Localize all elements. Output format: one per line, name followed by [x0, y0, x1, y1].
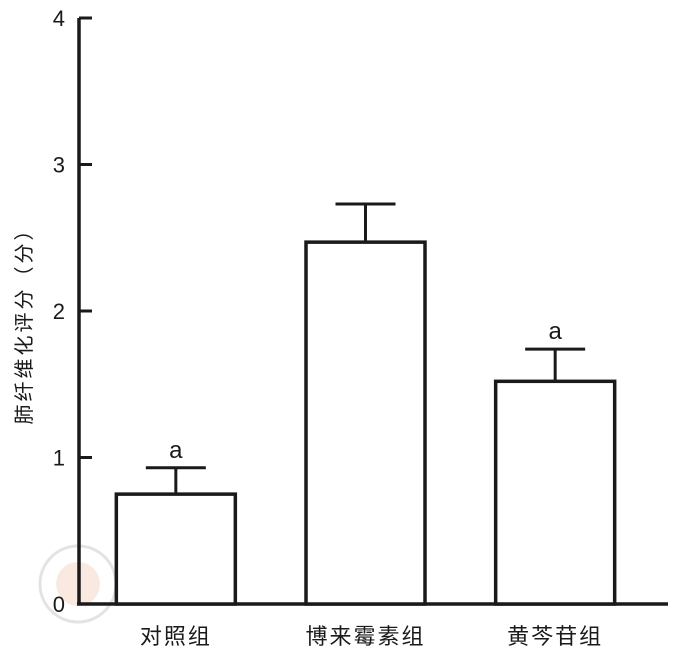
bar — [114, 492, 238, 606]
significance-label: a — [548, 318, 562, 345]
category-label: 博来霉素组 — [305, 625, 425, 650]
y-axis-label: 肺纤维化评分（分） — [12, 218, 36, 425]
bar — [493, 379, 617, 606]
significance-label: a — [169, 437, 183, 464]
y-tick-label: 1 — [53, 446, 65, 471]
category-label: 黄芩苷组 — [507, 625, 603, 650]
category-label: 对照组 — [140, 625, 212, 650]
y-tick-label: 2 — [53, 299, 65, 324]
y-tick-label: 0 — [53, 592, 65, 617]
bar — [304, 240, 427, 606]
y-tick-label: 4 — [53, 6, 65, 31]
y-tick-label: 3 — [53, 153, 65, 178]
